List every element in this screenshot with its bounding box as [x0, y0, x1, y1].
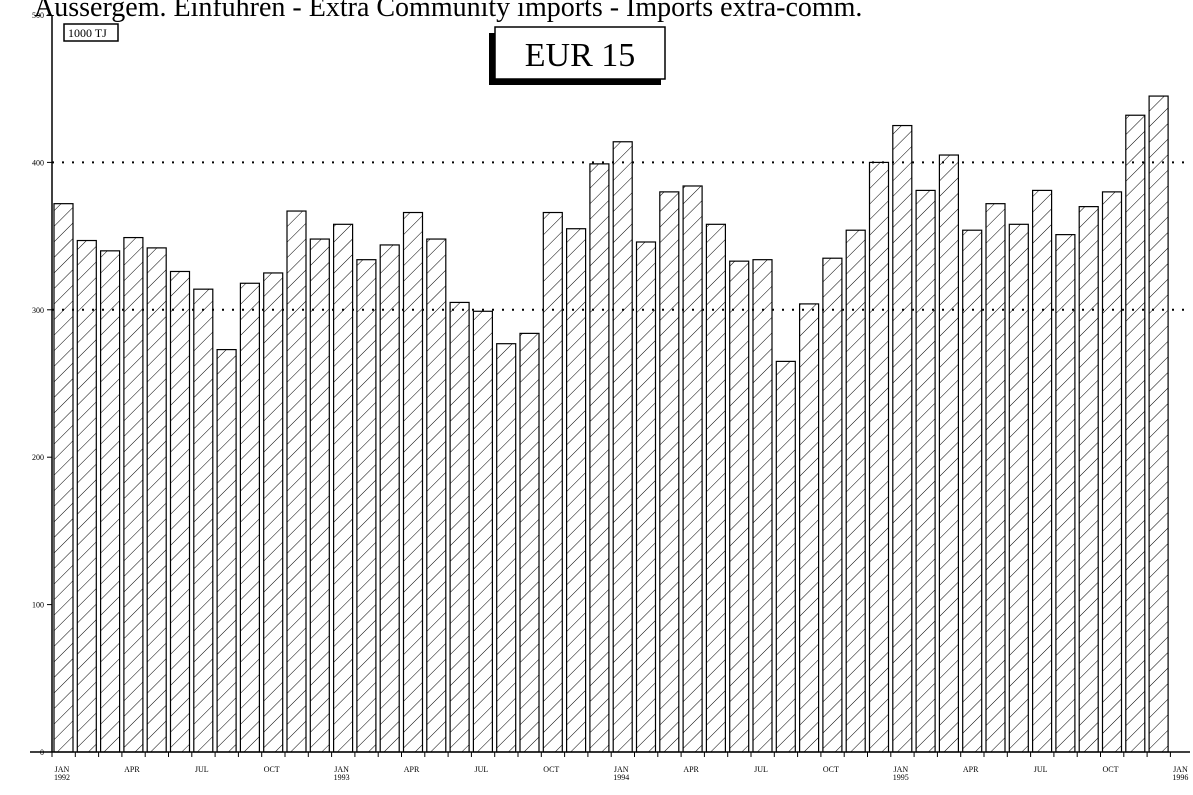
- x-tick-month: JUL: [754, 765, 768, 774]
- bar-1995-10: [1101, 191, 1123, 753]
- bar-1992-12: [309, 238, 330, 753]
- bar-1992-11: [286, 210, 307, 753]
- bar-1992-07: [193, 288, 214, 753]
- y-tick-label: 300: [32, 306, 44, 315]
- bar-1994-02: [635, 241, 657, 753]
- bar-1993-08: [496, 343, 517, 753]
- x-tick-month: JAN: [334, 765, 349, 774]
- bar-1995-05: [985, 203, 1006, 753]
- bar-1995-06: [1008, 223, 1029, 753]
- bar-1994-10: [822, 257, 843, 753]
- x-tick-month: APR: [124, 765, 140, 774]
- unit-label: 1000 TJ: [68, 26, 107, 40]
- bar-1993-06: [449, 301, 470, 753]
- bar-1994-04: [682, 185, 703, 753]
- title-box: EUR 15: [489, 26, 666, 85]
- bar-1994-01: [612, 141, 633, 753]
- bar-1994-07: [752, 259, 773, 753]
- bar-1994-09: [798, 303, 820, 753]
- y-tick-label: 200: [32, 453, 44, 462]
- y-tick-label: 100: [32, 601, 44, 610]
- x-tick-year: 1994: [613, 773, 629, 782]
- x-tick-month: OCT: [264, 765, 280, 774]
- x-tick-month: JUL: [475, 765, 489, 774]
- bar-1994-08: [775, 360, 796, 753]
- x-tick-month: JAN: [55, 765, 70, 774]
- bar-1993-01: [333, 223, 354, 753]
- bar-1993-04: [402, 211, 424, 753]
- bar-1994-12: [868, 161, 890, 753]
- bar-1994-11: [845, 229, 866, 753]
- bar-1992-02: [76, 239, 97, 753]
- x-tick-month: APR: [683, 765, 699, 774]
- bar-1995-03: [938, 154, 960, 753]
- bar-1994-05: [705, 223, 727, 753]
- bar-1995-12: [1148, 95, 1169, 753]
- bar-1992-05: [146, 247, 167, 753]
- x-tick-month: JAN: [893, 765, 908, 774]
- bar-1993-09: [519, 332, 540, 753]
- x-tick-month: OCT: [1103, 765, 1119, 774]
- bar-1993-10: [542, 211, 563, 753]
- bar-1992-08: [216, 348, 237, 753]
- bar-1995-02: [915, 189, 936, 753]
- bars: [53, 95, 1169, 753]
- unit-box: 1000 TJ: [63, 23, 119, 42]
- bar-1993-05: [426, 238, 447, 753]
- x-tick-month: JUL: [195, 765, 209, 774]
- bar-1995-08: [1055, 234, 1076, 753]
- bar-1993-12: [589, 163, 610, 753]
- bar-1993-03: [379, 244, 400, 753]
- x-tick-month: APR: [404, 765, 420, 774]
- x-tick-year: 1992: [54, 773, 70, 782]
- bar-1992-09: [239, 282, 260, 753]
- x-tick-month: JUL: [1034, 765, 1048, 774]
- x-tick-year: 1996: [1172, 773, 1188, 782]
- y-tick-label: 0: [40, 748, 44, 757]
- y-tick-label: 500: [32, 11, 44, 20]
- bar-1995-07: [1031, 189, 1053, 753]
- y-tick-labels: 0 100 200 300 400 500: [32, 11, 52, 757]
- header-text: Aussergem. Einfuhren - Extra Community i…: [34, 0, 862, 23]
- x-tick-month: OCT: [543, 765, 559, 774]
- bar-1994-06: [729, 260, 750, 753]
- chart-title: EUR 15: [525, 37, 636, 74]
- x-tick-month: JAN: [1173, 765, 1188, 774]
- bar-1992-03: [99, 250, 121, 753]
- x-tick-month: JAN: [614, 765, 629, 774]
- y-tick-label: 400: [32, 158, 44, 167]
- bar-1993-11: [565, 228, 587, 753]
- x-tick-month: APR: [963, 765, 979, 774]
- bar-1995-09: [1078, 206, 1099, 753]
- bar-1995-11: [1125, 114, 1146, 753]
- bar-1993-02: [356, 259, 377, 753]
- bar-1992-01: [53, 203, 74, 753]
- x-tick-year: 1993: [334, 773, 350, 782]
- x-tick-year: 1995: [893, 773, 909, 782]
- bar-1992-04: [123, 236, 144, 753]
- bar-1993-07: [472, 310, 493, 753]
- bar-1995-04: [962, 229, 983, 753]
- bar-1995-01: [892, 124, 913, 753]
- bar-1992-06: [169, 270, 191, 753]
- bar-1994-03: [659, 191, 680, 753]
- x-tick-month: OCT: [823, 765, 839, 774]
- bar-1992-10: [263, 272, 284, 753]
